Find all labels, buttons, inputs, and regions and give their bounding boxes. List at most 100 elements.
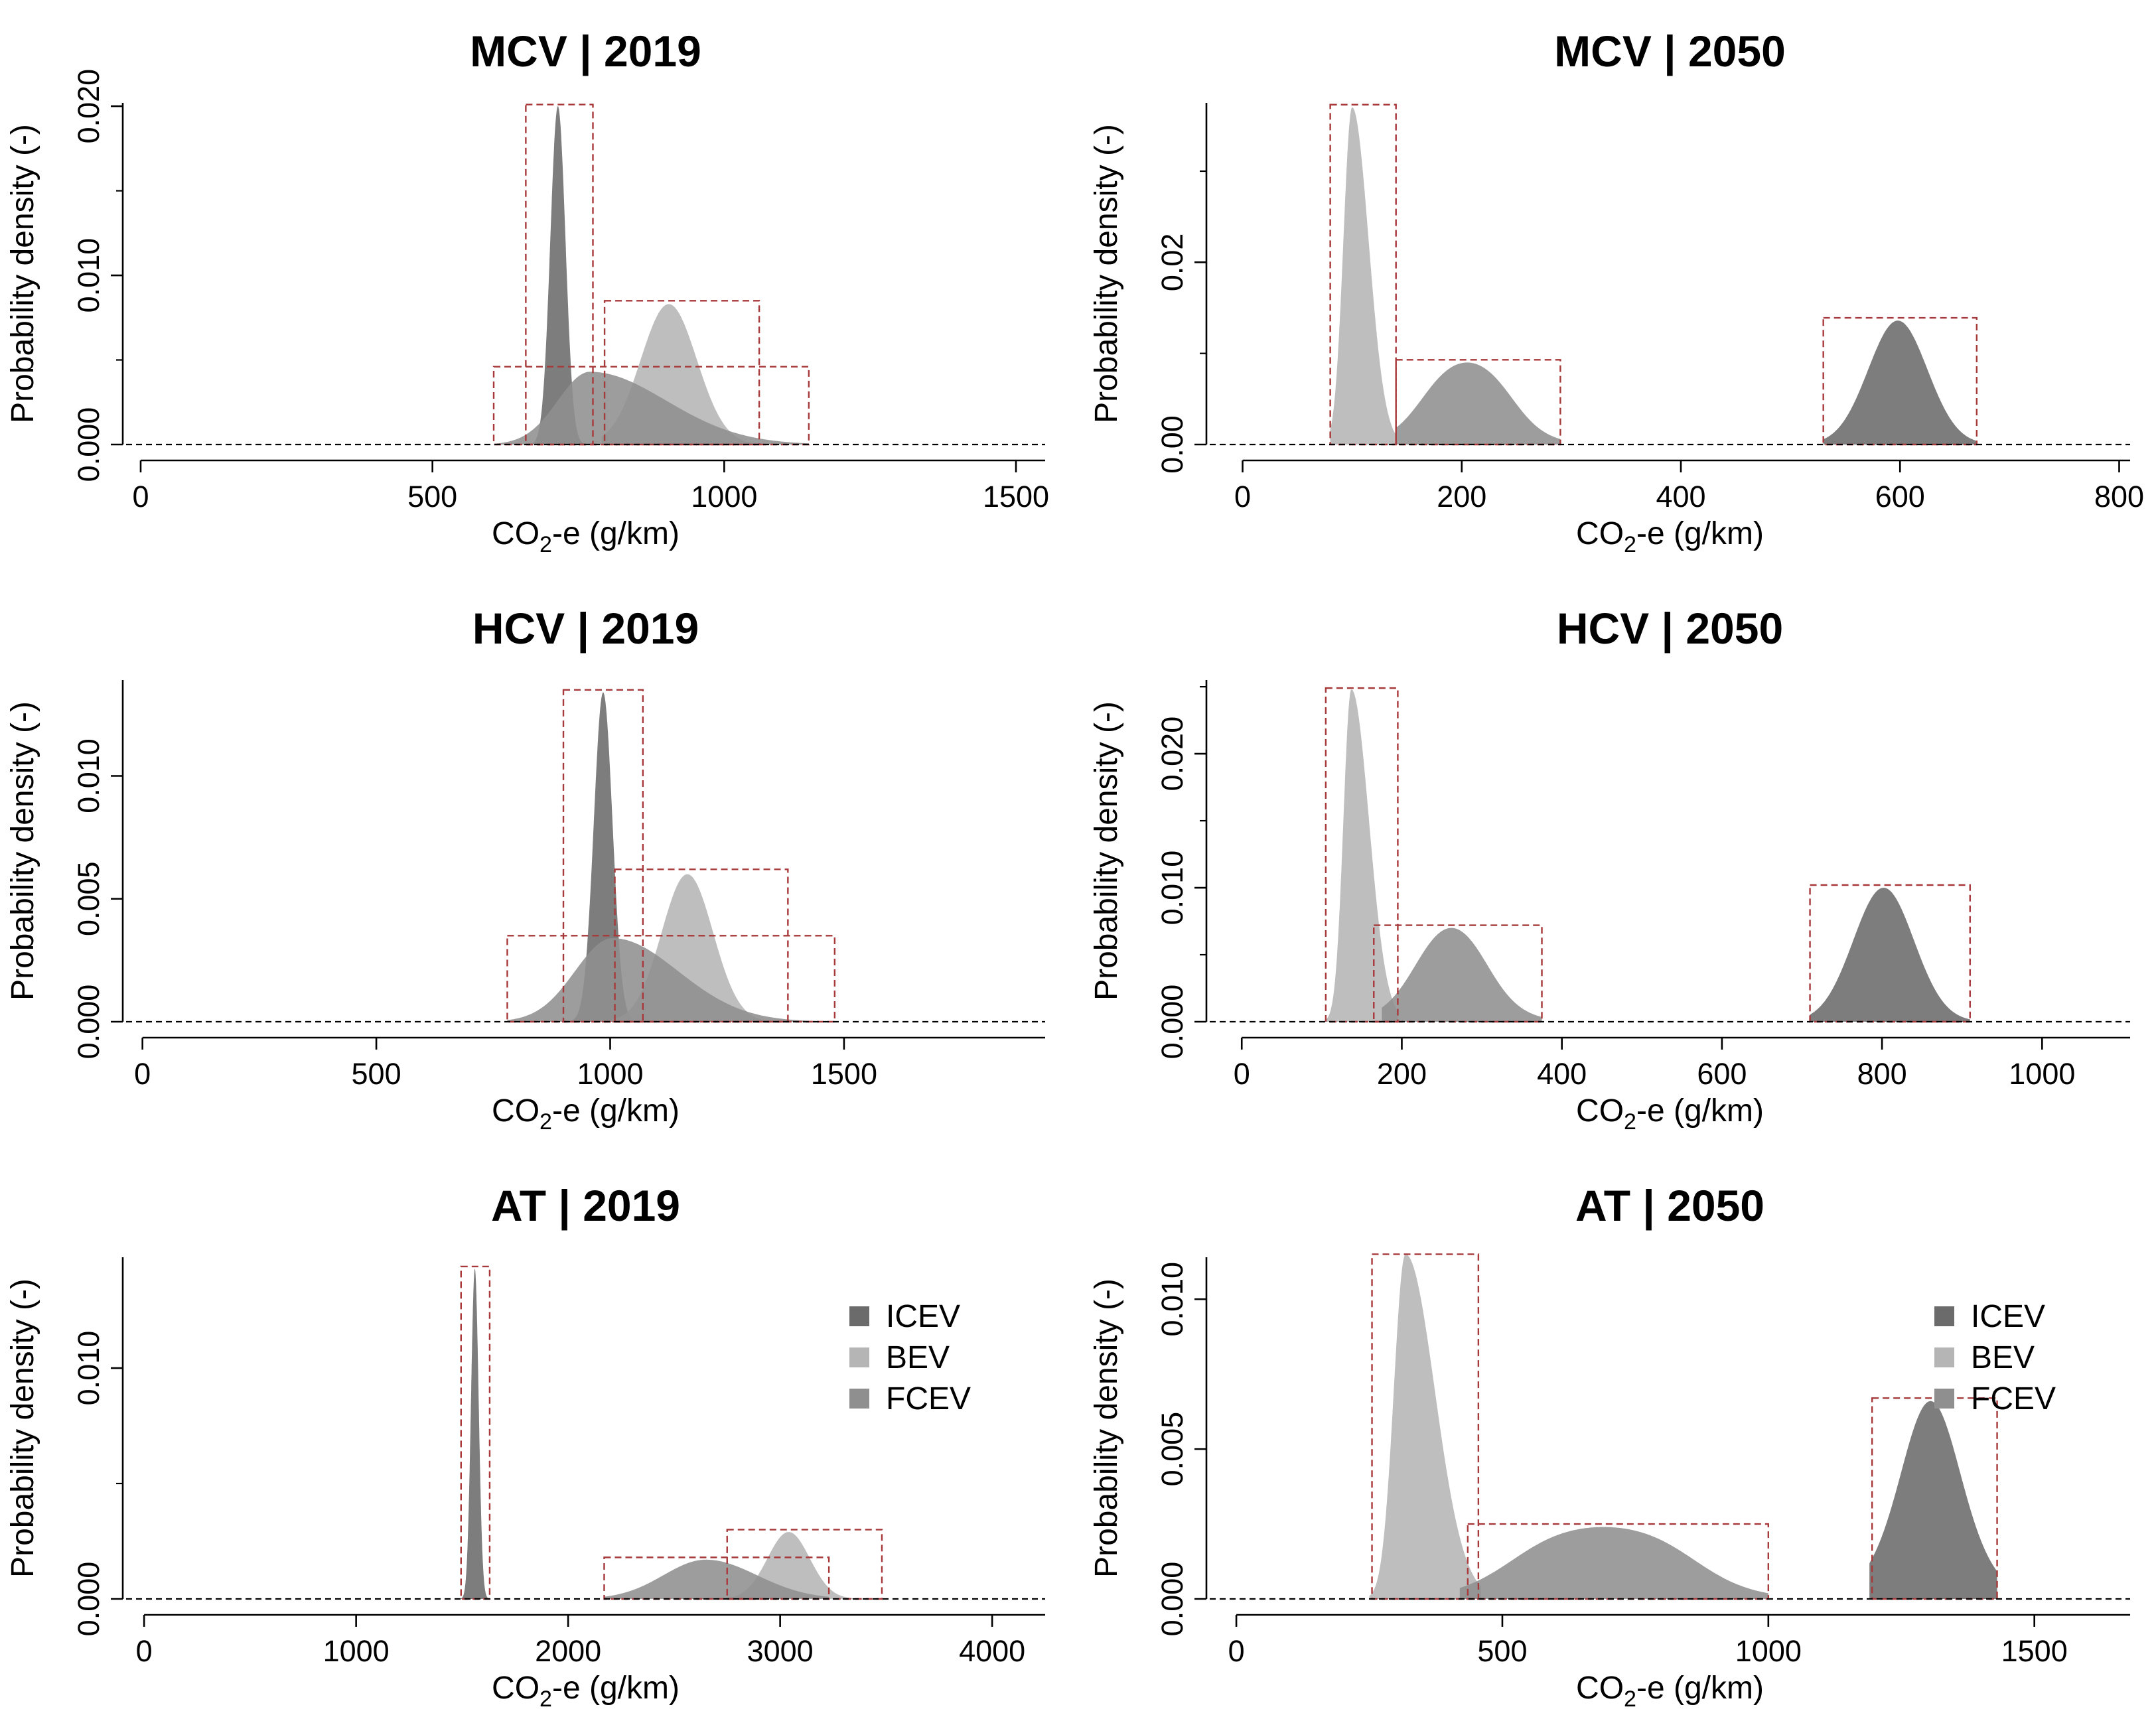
panel-1: MCV | 2019 0.000 0.010 0.020 Probability den…	[5, 27, 1049, 557]
y-tick-label: 0.000	[1155, 1562, 1189, 1637]
panel-5: AT | 2019 0.000 0.010 Probability density (…	[5, 1181, 1045, 1712]
panel-6: AT | 2050 0.000 0.005 0.010 Probability dens…	[1089, 1181, 2130, 1712]
range-box-3	[492, 366, 810, 446]
x-tick-label: 500	[407, 480, 457, 514]
density-area-bev	[1369, 1254, 1481, 1599]
density-area-icev	[1823, 320, 1977, 445]
y-axis-label: Probability density (-)	[1089, 1278, 1124, 1578]
legend-label-fcev: FCEV	[1971, 1381, 2056, 1416]
range-box-3	[506, 935, 836, 1023]
range-box-3	[1871, 1397, 1998, 1600]
range-box-2	[1395, 359, 1561, 446]
x-tick-label: 500	[352, 1057, 401, 1091]
density-area-icev	[526, 106, 593, 445]
x-tick-label: 1500	[811, 1057, 877, 1091]
y-axis-label: Probability density (-)	[1089, 124, 1124, 423]
chart-title: MCV | 2050	[1554, 27, 1786, 77]
y-tick-label: 0.02	[1155, 234, 1189, 292]
x-tick-label: 3000	[747, 1634, 814, 1668]
y-tick-label: 0.00	[1155, 415, 1189, 474]
density-area-bev	[1325, 689, 1398, 1022]
density-area-icev	[460, 1269, 490, 1599]
y-tick-label: 0.000	[72, 985, 106, 1060]
y-tick-label: 0.010	[72, 738, 106, 813]
legend-label-fcev: FCEV	[886, 1381, 971, 1416]
x-tick-label: 1000	[691, 480, 757, 514]
y-tick-label: 0.000	[72, 407, 106, 482]
density-area-bev	[1330, 107, 1396, 445]
x-tick-label: 0	[132, 480, 149, 514]
legend-swatch-fcev	[849, 1389, 869, 1409]
x-tick-label: 800	[2094, 480, 2144, 514]
legend-label-icev: ICEV	[886, 1299, 960, 1334]
x-tick-label: 200	[1437, 480, 1486, 514]
x-tick-label: 1000	[1735, 1634, 1802, 1668]
y-tick-label: 0.020	[72, 69, 106, 144]
x-axis-label: CO2-e (g/km)	[492, 516, 680, 557]
panel-2: MCV | 2050 0.00 0.02 Probability density (-…	[1089, 27, 2144, 557]
y-tick-label: 0.005	[72, 861, 106, 936]
density-area-fcev	[1396, 362, 1561, 445]
x-tick-label: 800	[1857, 1057, 1907, 1091]
x-tick-label: 4000	[959, 1634, 1025, 1668]
chart-title: AT | 2019	[491, 1181, 680, 1231]
y-tick-label: 0.005	[1155, 1412, 1189, 1487]
y-tick-label: 0.020	[1155, 717, 1189, 792]
y-tick-label: 0.000	[1155, 985, 1189, 1060]
legend-swatch-fcev	[1934, 1389, 1954, 1409]
x-axis-label: CO2-e (g/km)	[492, 1671, 680, 1712]
y-tick-label: 0.010	[72, 1331, 106, 1406]
density-area-fcev	[604, 1559, 829, 1599]
y-tick-label: 0.000	[72, 1562, 106, 1637]
chart-title: MCV | 2019	[470, 27, 701, 77]
x-tick-label: 600	[1697, 1057, 1747, 1091]
range-box-3	[603, 1556, 830, 1600]
legend-swatch-icev	[1934, 1306, 1954, 1326]
legend-label-bev: BEV	[1971, 1340, 2035, 1375]
x-axis-label: CO2-e (g/km)	[1576, 1093, 1764, 1135]
x-tick-label: 2000	[535, 1634, 601, 1668]
density-area-icev	[1810, 888, 1970, 1022]
density-area-fcev	[1382, 928, 1542, 1022]
x-tick-label: 600	[1875, 480, 1925, 514]
density-area-fcev	[1459, 1527, 1768, 1599]
legend-label-bev: BEV	[886, 1340, 950, 1375]
y-axis-label: Probability density (-)	[5, 701, 40, 1000]
legend-swatch-bev	[1934, 1347, 1954, 1367]
density-area-fcev	[507, 938, 835, 1022]
x-tick-label: 400	[1537, 1057, 1587, 1091]
panel-4: HCV | 2050 0.000 0.010 0.020 Probability den…	[1089, 604, 2130, 1135]
chart-title: AT | 2050	[1575, 1181, 1764, 1231]
density-area-fcev	[494, 372, 809, 445]
x-tick-label: 1500	[2001, 1634, 2068, 1668]
density-area-icev	[1869, 1401, 1997, 1599]
x-tick-label: 1000	[323, 1634, 390, 1668]
legend-swatch-icev	[849, 1306, 869, 1326]
legend: ICEV BEV FCEV	[849, 1299, 971, 1416]
chart-title: HCV | 2019	[472, 604, 699, 654]
x-axis-label: CO2-e (g/km)	[492, 1093, 680, 1135]
legend-label-icev: ICEV	[1971, 1299, 2045, 1334]
panel-3: HCV | 2019 0.000 0.005 0.010 Probability den…	[5, 604, 1045, 1135]
x-axis-label: CO2-e (g/km)	[1576, 1671, 1764, 1712]
x-tick-label: 200	[1377, 1057, 1427, 1091]
x-tick-label: 1000	[577, 1057, 643, 1091]
x-tick-label: 0	[134, 1057, 151, 1091]
y-tick-label: 0.010	[72, 238, 106, 313]
x-tick-label: 400	[1656, 480, 1705, 514]
range-box-2	[614, 868, 789, 1023]
range-box-1	[1371, 1253, 1480, 1600]
y-tick-label: 0.010	[1155, 1262, 1189, 1337]
density-area-icev	[565, 692, 643, 1022]
x-axis-label: CO2-e (g/km)	[1576, 516, 1764, 557]
range-box-2	[1373, 924, 1543, 1023]
legend: ICEV BEV FCEV	[1934, 1299, 2056, 1416]
range-box-2	[603, 300, 760, 446]
x-tick-label: 0	[1234, 1057, 1250, 1091]
legend-swatch-bev	[849, 1347, 869, 1367]
x-tick-label: 0	[1234, 480, 1251, 514]
y-axis-label: Probability density (-)	[1089, 701, 1124, 1000]
x-tick-label: 1000	[2009, 1057, 2075, 1091]
y-axis-label: Probability density (-)	[5, 124, 40, 423]
